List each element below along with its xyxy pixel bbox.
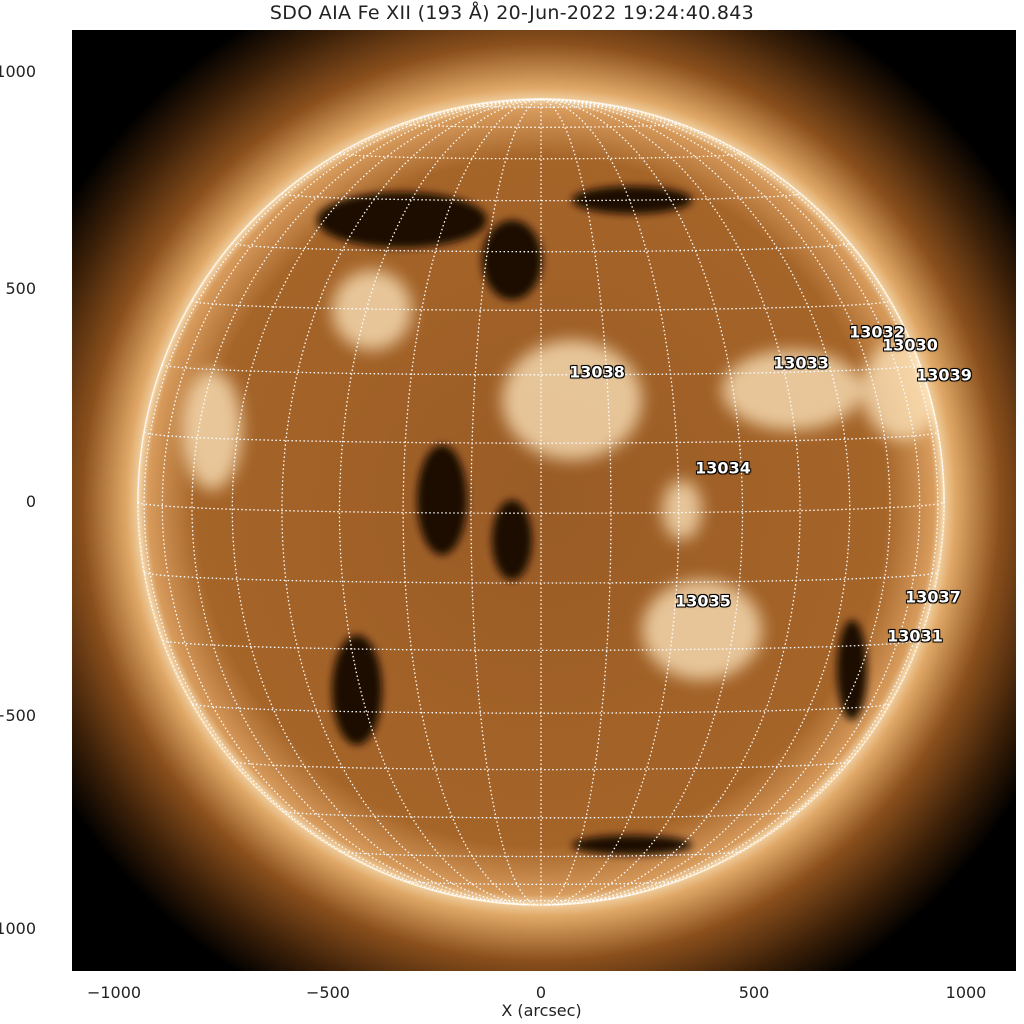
disk-features <box>137 98 945 906</box>
active-region-brightenings <box>182 270 942 680</box>
y-tick-label: 1000 <box>0 62 36 81</box>
x-tick-label: 1000 <box>945 983 987 1002</box>
x-tick-label: −1000 <box>86 983 142 1002</box>
active-region-label: 13033 <box>773 353 829 373</box>
meridian-line <box>338 98 542 906</box>
x-tick-label: 500 <box>738 983 770 1002</box>
meridian-line <box>540 98 744 906</box>
meridian-line <box>161 98 542 905</box>
x-tick-label: 0 <box>535 983 547 1002</box>
active-region-label: 13030 <box>882 335 938 355</box>
x-tick-label: −500 <box>306 983 350 1002</box>
active-region-label: 13031 <box>887 626 943 646</box>
meridian-line <box>402 98 542 906</box>
meridian-line <box>540 98 680 906</box>
plot-title: SDO AIA Fe XII (193 Å) 20-Jun-2022 19:24… <box>269 2 755 24</box>
y-tick-label: −1000 <box>0 919 36 938</box>
parallel-line <box>137 501 945 514</box>
x-axis-label: X (arcsec) <box>501 1001 582 1020</box>
parallel-line <box>143 571 939 584</box>
limb-line <box>137 98 945 906</box>
active-region-label: 13032 <box>849 322 905 342</box>
meridian-line <box>541 98 945 503</box>
meridian-line <box>540 98 801 906</box>
parallel-line <box>402 122 680 128</box>
meridian-line <box>540 98 939 900</box>
parallel-line <box>403 880 679 886</box>
meridian-line <box>281 98 542 906</box>
meridian-line <box>143 98 542 900</box>
heliographic-grid <box>137 98 945 906</box>
parallel-line <box>472 898 610 902</box>
active-region-label: 13035 <box>675 591 731 611</box>
parallel-line <box>161 639 921 652</box>
y-tick-label: −500 <box>0 706 36 725</box>
parallel-line <box>339 850 743 858</box>
parallel-line <box>281 810 801 819</box>
parallel-line <box>232 760 850 771</box>
active-region-label: 13038 <box>569 362 625 382</box>
coronal-holes <box>317 186 867 855</box>
meridian-line <box>540 98 921 905</box>
parallel-line <box>470 104 612 108</box>
active-region-label: 13037 <box>905 587 961 607</box>
parallel-line <box>143 431 939 444</box>
solar-image-plot: 13038 13033 13032 13030 13039 13034 1303… <box>72 30 1016 971</box>
meridian-line <box>191 98 542 905</box>
meridian-line <box>137 98 541 503</box>
meridian-line <box>540 98 891 905</box>
sun-image <box>72 30 1016 971</box>
active-region-label: 13039 <box>916 365 972 385</box>
parallel-line <box>231 242 851 253</box>
active-region-label: 13034 <box>695 458 751 478</box>
parallel-line <box>338 152 744 160</box>
y-tick-label: 500 <box>5 279 36 298</box>
parallel-line <box>191 703 891 714</box>
parallel-line <box>191 300 891 311</box>
y-tick-label: 0 <box>25 492 36 511</box>
